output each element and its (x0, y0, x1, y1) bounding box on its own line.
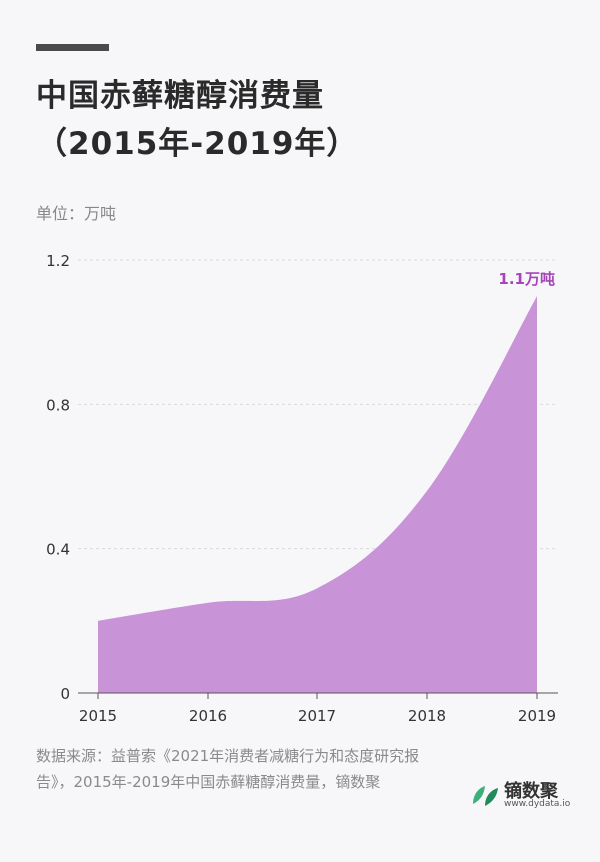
area-chart: 0 0.4 0.8 1.2 2015 2016 2017 2018 2019 1.1万吨 (46, 252, 558, 725)
area-series (98, 296, 537, 693)
brand-name: 镝数聚 (504, 781, 558, 802)
y-tick-label: 0 (60, 685, 70, 703)
title-line-1: 中国赤藓糖醇消费量 (36, 78, 324, 114)
data-label: 1.1万吨 (498, 270, 555, 288)
y-tick-label: 0.4 (46, 541, 70, 559)
x-tick-label: 2015 (79, 707, 117, 725)
header-accent-bar (36, 44, 109, 51)
page-title: 中国赤藓糖醇消费量 （2015年-2019年） (36, 72, 358, 168)
title-line-2: （2015年-2019年） (36, 126, 359, 162)
leaf-icon (473, 786, 498, 806)
x-tick-label: 2019 (518, 707, 556, 725)
source-note: 数据来源：益普索《2021年消费者减糖行为和态度研究报告》，2015年-2019… (36, 747, 420, 791)
y-tick-label: 1.2 (46, 252, 70, 270)
brand-logo: 镝数聚 www.dydata.io (469, 778, 579, 814)
y-tick-label: 0.8 (46, 396, 70, 414)
x-tick-label: 2016 (189, 707, 227, 725)
x-tick-label: 2017 (298, 707, 336, 725)
unit-label: 单位：万吨 (36, 204, 117, 223)
brand-url: www.dydata.io (504, 799, 571, 809)
x-tick-label: 2018 (408, 707, 446, 725)
